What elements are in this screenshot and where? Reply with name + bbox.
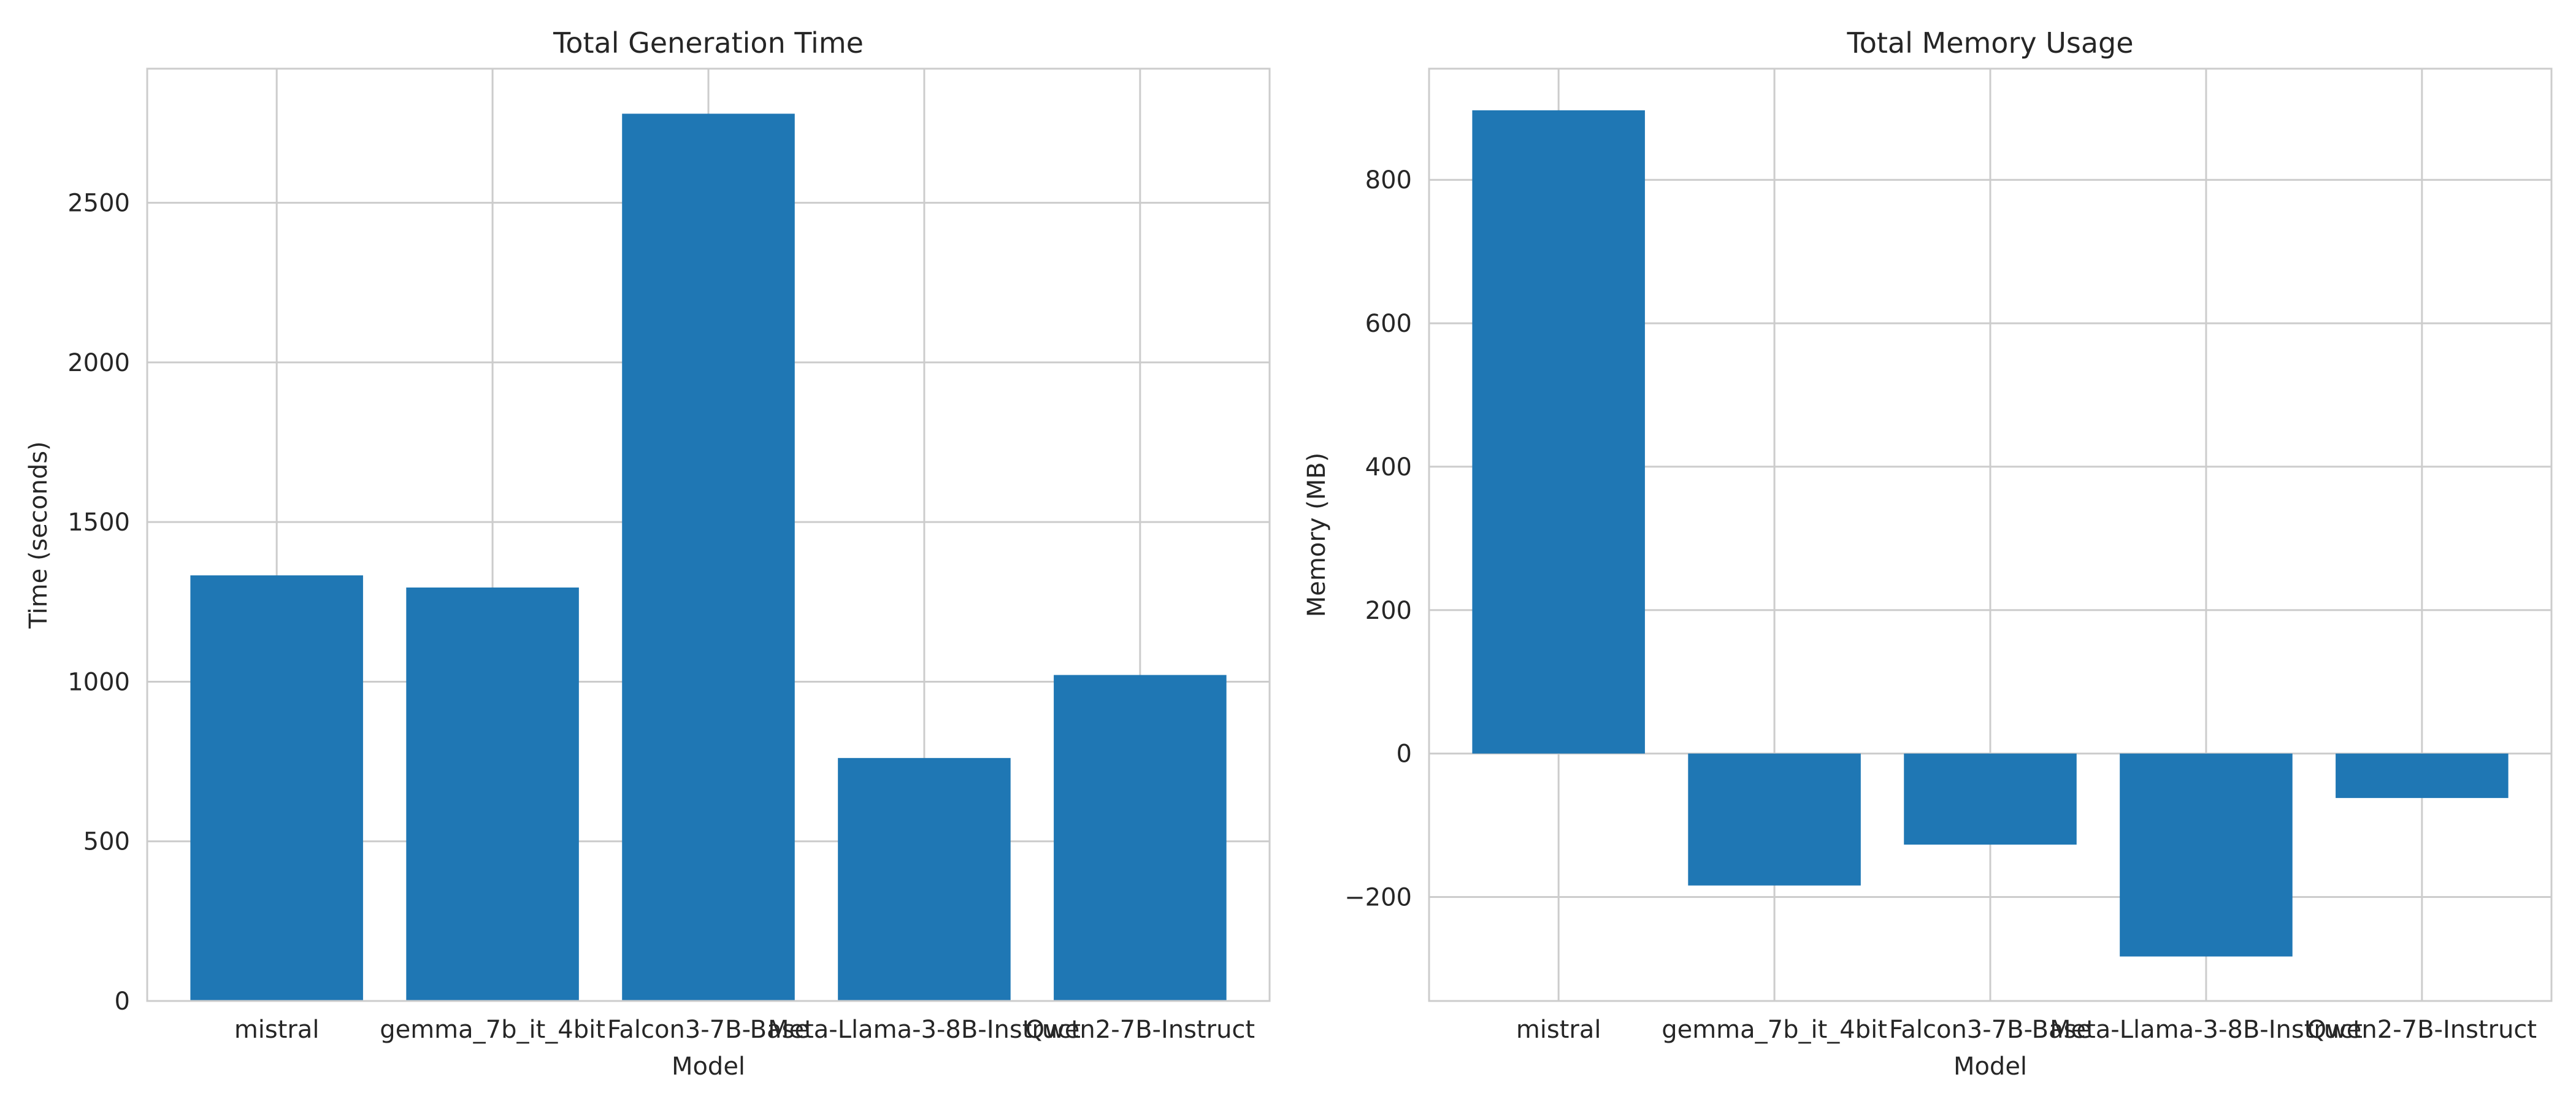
memory-usage-y-tick-label: 600: [1365, 310, 1412, 338]
memory-usage-y-tick-label: 800: [1365, 166, 1412, 194]
generation-time-y-tick-label: 2000: [67, 349, 130, 377]
memory-usage-x-axis-label: Model: [1953, 1052, 2027, 1081]
generation-time-bar-meta-llama-3-8b-instruct: [838, 757, 1011, 1001]
generation-time-x-tick-label-qwen2-7b-instruct: Qwen2-7B-Instruct: [1025, 1016, 1255, 1044]
generation-time-title: Total Generation Time: [553, 26, 864, 59]
generation-time-y-tick-label: 1500: [67, 508, 130, 537]
generation-time-x-ticks: mistral gemma_7b_it_4bit Falcon3-7B-BaseMe…: [234, 1016, 1255, 1044]
memory-usage-bar-meta-llama-3-8b-instruct: [2120, 753, 2293, 957]
memory-usage-bar-gemma-7b-it-4bit: [1688, 753, 1861, 886]
generation-time-x-tick-label-meta-llama-3-8b-instruct: Meta-Llama-3-8B-Instruct: [768, 1016, 1081, 1044]
memory-usage-bar-mistral: [1472, 110, 1645, 754]
memory-usage-x-tick-label-meta-llama-3-8b-instruct: Meta-Llama-3-8B-Instruct: [2050, 1016, 2363, 1044]
generation-time-bar-mistral: [190, 575, 363, 1001]
memory-usage-x-tick-label-gemma-7b-it-4bit: gemma_7b_it_4bit: [1662, 1016, 1887, 1044]
generation-time-bars: [190, 113, 1227, 1002]
generation-time-x-tick-label-gemma-7b-it-4bit: gemma_7b_it_4bit: [380, 1016, 605, 1044]
memory-usage-y-ticks: −200 0 200 400 600 800: [1344, 166, 1412, 911]
memory-usage-panel: −200 0 200 400 600 800 mistral gemma_7b_it_4bi…: [1303, 26, 2553, 1081]
generation-time-y-axis-label: Time (seconds): [25, 441, 53, 629]
memory-usage-y-tick-label: 0: [1397, 740, 1412, 769]
generation-time-y-tick-label: 500: [83, 828, 130, 856]
memory-usage-bar-qwen2-7b-instruct: [2336, 753, 2509, 799]
memory-usage-title: Total Memory Usage: [1846, 26, 2133, 59]
generation-time-y-tick-label: 0: [115, 987, 130, 1016]
generation-time-bar-falcon3-7b-base: [622, 113, 795, 1002]
memory-usage-bars: [1472, 110, 2509, 957]
generation-time-plot-frame: [146, 67, 1271, 1002]
generation-time-y-ticks: 0 500 1000 1500 2000 2500: [67, 190, 130, 1016]
memory-usage-x-ticks: mistral gemma_7b_it_4bit Falcon3-7B-BaseMe…: [1516, 1016, 2537, 1044]
generation-time-x-tick-label-falcon3-7b-base: Falcon3-7B-Base: [607, 1016, 810, 1044]
memory-usage-y-tick-label: −200: [1344, 883, 1412, 911]
memory-usage-x-tick-label-falcon3-7b-base: Falcon3-7B-Base: [1889, 1016, 2091, 1044]
generation-time-x-axis-label: Model: [672, 1052, 745, 1081]
generation-time-bar-gemma-7b-it-4bit: [406, 587, 579, 1001]
generation-time-y-tick-label: 2500: [67, 190, 130, 218]
generation-time-panel: 0 500 1000 1500 2000 2500 mistral gemma_7b_it_…: [25, 26, 1271, 1081]
generation-time-y-tick-label: 1000: [67, 668, 130, 696]
generation-time-bar-qwen2-7b-instruct: [1054, 675, 1227, 1001]
generation-time-x-tick-label-mistral: mistral: [234, 1016, 320, 1044]
memory-usage-plot-frame: [1428, 67, 2553, 1002]
memory-usage-y-tick-label: 400: [1365, 453, 1412, 481]
memory-usage-bar-falcon3-7b-base: [1904, 753, 2077, 845]
memory-usage-y-tick-label: 200: [1365, 597, 1412, 625]
memory-usage-y-axis-label: Memory (MB): [1303, 453, 1331, 618]
memory-usage-x-tick-label-qwen2-7b-instruct: Qwen2-7B-Instruct: [2307, 1016, 2537, 1044]
memory-usage-x-tick-label-mistral: mistral: [1516, 1016, 1601, 1044]
